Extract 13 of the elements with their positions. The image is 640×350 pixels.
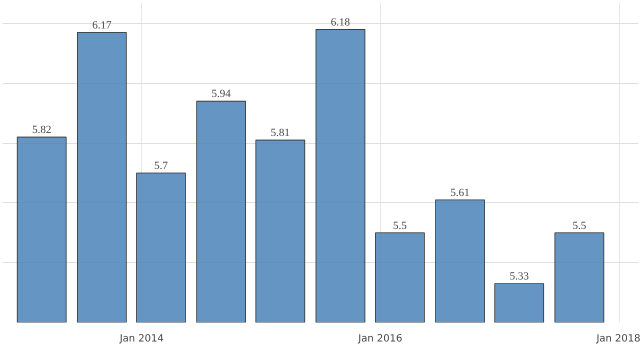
data-label: 5.5 [572, 220, 587, 232]
data-label: 6.18 [330, 16, 351, 28]
data-label: 6.17 [92, 19, 112, 32]
data-label: 5.81 [270, 127, 290, 140]
data-label: 5.7 [154, 160, 168, 172]
data-label: 5.33 [510, 270, 530, 283]
x-tick-label: Jan 2014 [118, 334, 164, 344]
data-label: 5.5 [393, 220, 408, 232]
x-tick-label: Jan 2018 [595, 334, 640, 344]
x-tick-label: Jan 2016 [357, 334, 402, 344]
data-label: 5.94 [212, 88, 232, 100]
data-label: 5.61 [450, 186, 470, 199]
data-label: 5.82 [32, 124, 52, 136]
